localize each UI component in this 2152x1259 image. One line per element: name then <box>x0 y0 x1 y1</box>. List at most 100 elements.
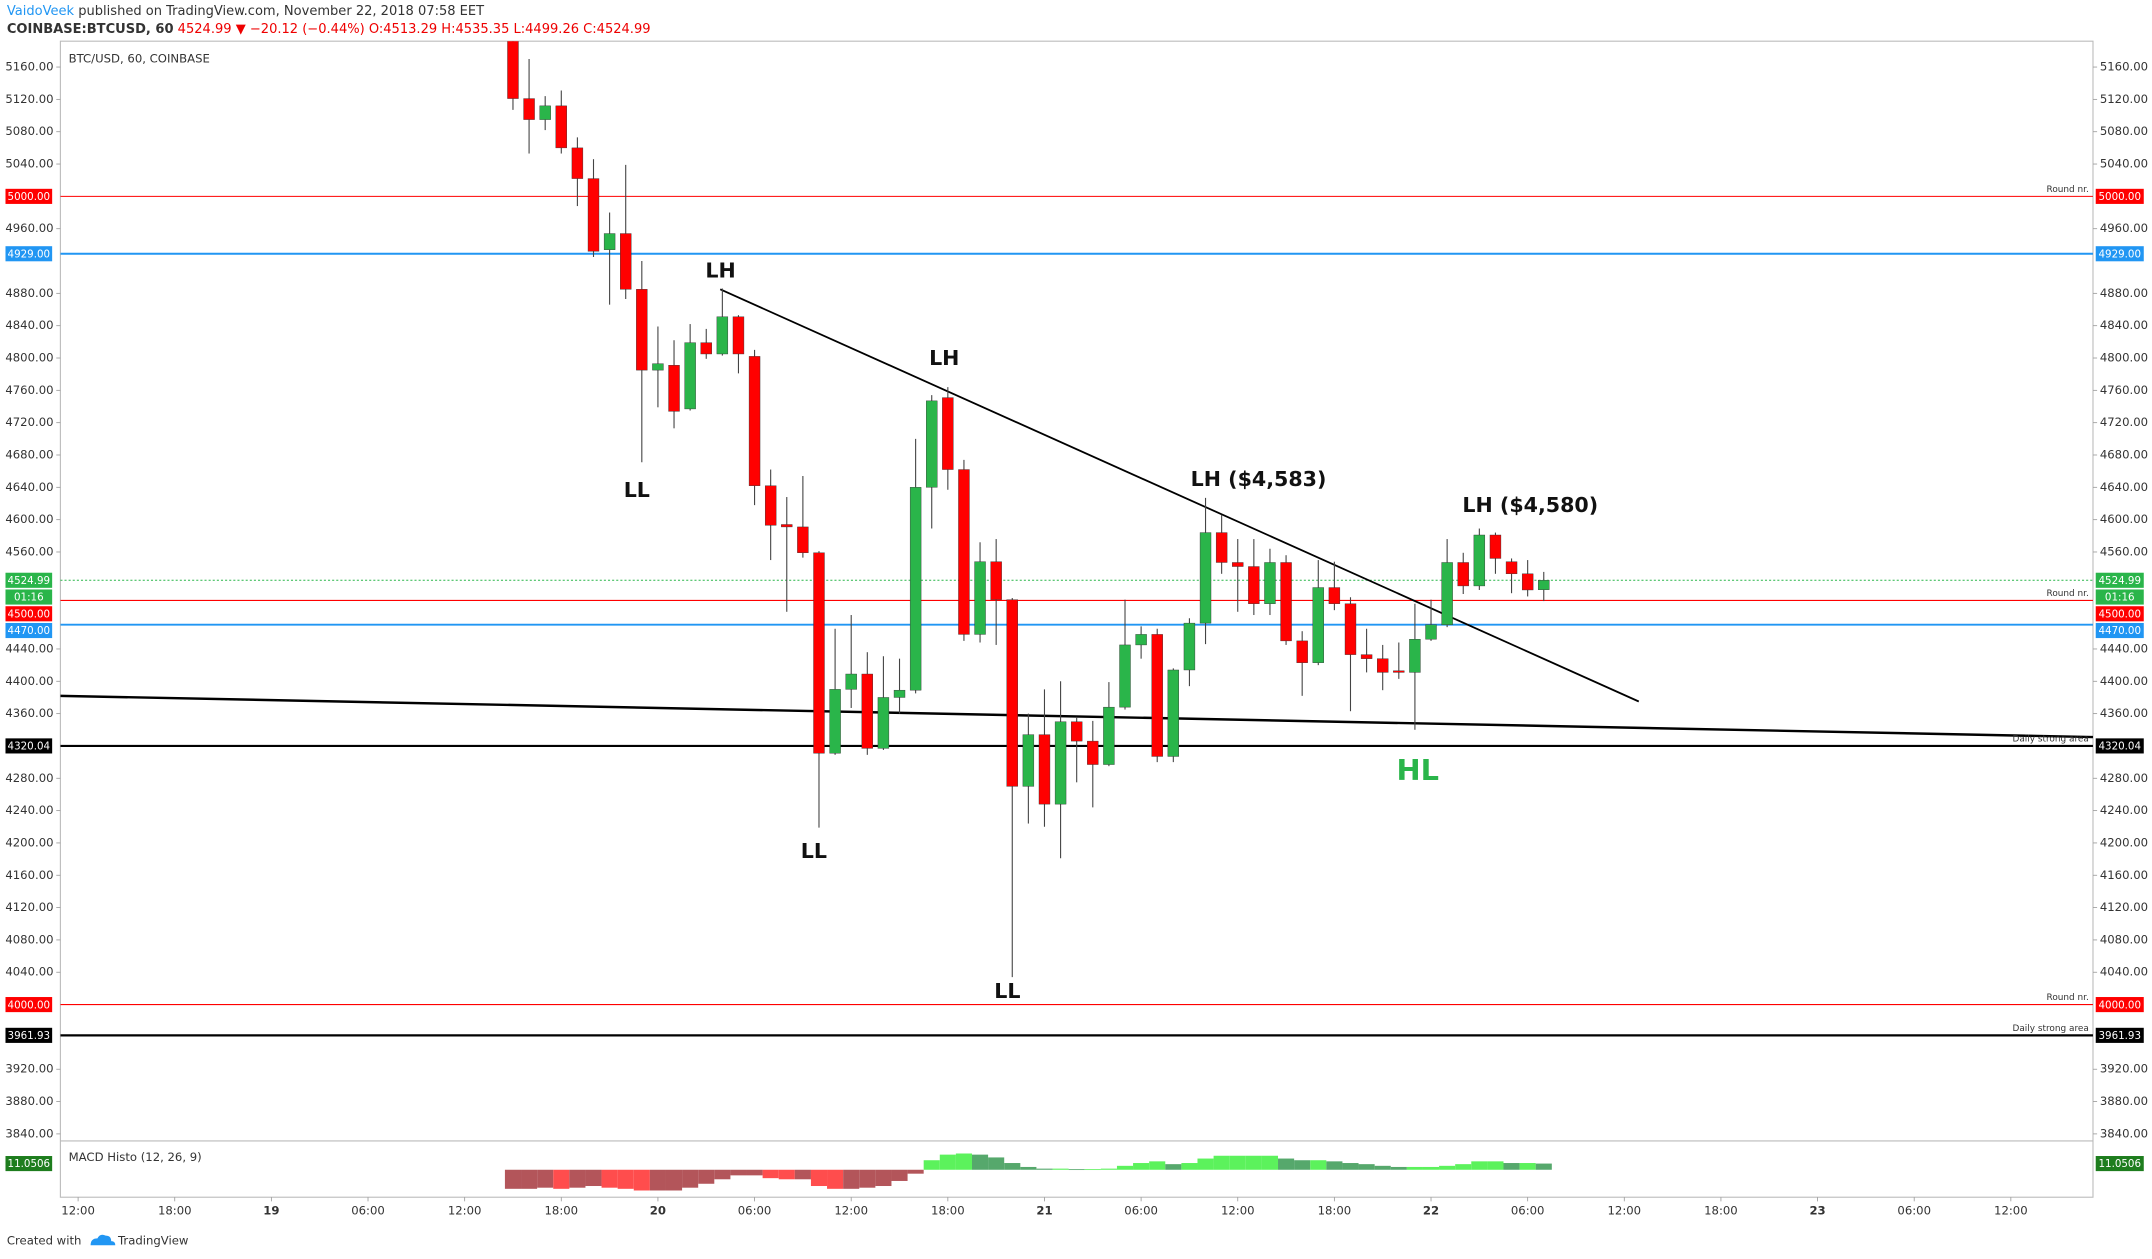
y-tick-label: 5080.00 <box>2100 124 2148 138</box>
macd-bar <box>521 1169 538 1189</box>
macd-bar <box>649 1169 666 1191</box>
macd-box <box>5 1156 53 1172</box>
macd-bar <box>988 1157 1005 1170</box>
macd-bar <box>585 1169 602 1187</box>
level-note: Round nr. <box>2047 589 2089 599</box>
y-tick-label: 4440.00 <box>2100 641 2148 655</box>
symbol: COINBASE:BTCUSD, 60 <box>7 21 174 36</box>
y-tick-label: 4040.00 <box>2100 965 2148 979</box>
y-tick-label: 4760.00 <box>2100 383 2148 397</box>
macd-title: MACD Histo (12, 26, 9) <box>69 1150 202 1164</box>
price-box <box>2095 246 2144 262</box>
macd-bar <box>891 1169 908 1181</box>
price-box <box>2095 589 2144 605</box>
macd-box <box>2095 1156 2144 1172</box>
trend-line <box>60 694 2093 739</box>
macd-bar <box>1535 1163 1552 1170</box>
price-box <box>2095 606 2144 622</box>
price-box <box>5 997 53 1013</box>
y-tick-label: 4120.00 <box>5 900 53 914</box>
candle-body <box>1360 654 1373 659</box>
macd-bar <box>827 1169 844 1189</box>
y-tick-label: 4160.00 <box>5 868 53 882</box>
x-tick-label: 12:00 <box>834 1203 868 1217</box>
macd-bar <box>875 1169 892 1187</box>
candle-body <box>958 469 970 635</box>
macd-bar <box>1503 1163 1520 1170</box>
y-tick-label: 5120.00 <box>2100 92 2148 106</box>
x-tick-label: 06:00 <box>1124 1203 1158 1217</box>
macd-bar <box>907 1169 924 1174</box>
y-tick-label: 4640.00 <box>2100 480 2148 494</box>
macd-bar <box>939 1154 956 1170</box>
macd-bar <box>1519 1163 1536 1170</box>
price-box <box>5 246 53 262</box>
candle-body <box>1054 721 1067 805</box>
macd-bar <box>714 1169 731 1180</box>
macd-bar <box>633 1169 650 1191</box>
macd-bar <box>1278 1158 1295 1170</box>
x-tick-label: 12:00 <box>448 1203 482 1217</box>
candle-body <box>1071 721 1083 742</box>
pane-title: BTC/USD, 60, COINBASE <box>69 52 210 66</box>
y-tick-label: 4080.00 <box>2100 932 2148 946</box>
macd-bar <box>1213 1155 1230 1170</box>
y-tick-label: 5160.00 <box>5 60 53 74</box>
candle-body <box>716 316 729 355</box>
macd-box-label: 11.0506 <box>8 1158 51 1170</box>
candle-body <box>893 689 906 698</box>
macd-bar <box>1084 1169 1101 1171</box>
candle-body <box>1441 562 1453 625</box>
y-tick-label: 4440.00 <box>5 641 53 655</box>
y-tick-label: 4400.00 <box>5 674 53 688</box>
main-pane <box>60 41 2093 1037</box>
candle-body <box>1038 734 1051 805</box>
macd-bar <box>553 1169 570 1189</box>
candle-body <box>668 365 680 412</box>
y-tick-label: 5040.00 <box>5 157 53 171</box>
x-tick-label: 06:00 <box>738 1203 772 1217</box>
tradingview-logo <box>90 1234 116 1246</box>
macd-bar <box>601 1169 618 1188</box>
candle-body <box>990 561 1002 600</box>
author[interactable]: VaidoVeek <box>7 3 75 18</box>
candle-body <box>829 689 841 754</box>
y-tick-label: 4840.00 <box>5 318 53 332</box>
candle-body <box>700 342 712 355</box>
y-tick-label: 3840.00 <box>2100 1126 2148 1140</box>
y-tick-label: 4560.00 <box>2100 544 2148 558</box>
candle-body <box>1344 603 1357 655</box>
x-tick-label: 18:00 <box>931 1203 965 1217</box>
annotation: LL <box>624 478 650 502</box>
macd-bar <box>1471 1161 1488 1170</box>
candle-body <box>603 233 616 250</box>
macd-bar <box>665 1169 683 1191</box>
price-box <box>2095 1027 2144 1043</box>
candle-body <box>571 147 584 179</box>
x-tick-label: 12:00 <box>1994 1203 2028 1217</box>
price-box <box>5 622 53 639</box>
x-tick-label: 18:00 <box>1704 1203 1738 1217</box>
price-box-label: 4524.99 <box>8 575 51 587</box>
candle-body <box>845 673 857 690</box>
price-box <box>2095 738 2144 754</box>
price-box-label: 4470.00 <box>2098 625 2141 637</box>
macd-bar <box>1116 1165 1134 1170</box>
y-tick-label: 4800.00 <box>2100 351 2148 365</box>
x-tick-label: 23 <box>1809 1203 1825 1217</box>
candle-body <box>1232 562 1244 567</box>
candle-body <box>1521 573 1534 591</box>
footer-brand[interactable]: TradingView <box>117 1234 189 1248</box>
y-tick-label: 4360.00 <box>2100 706 2148 720</box>
macd-bar <box>971 1154 989 1170</box>
candle-body <box>1280 562 1292 642</box>
candle-body <box>1409 639 1421 673</box>
macd-bar <box>1149 1161 1166 1170</box>
macd-bar <box>1036 1168 1053 1170</box>
annotation: LH <box>705 258 735 282</box>
macd-bar <box>1181 1163 1198 1170</box>
macd-bar <box>537 1169 554 1188</box>
candle-body <box>1328 587 1341 604</box>
candle-body <box>909 487 922 691</box>
